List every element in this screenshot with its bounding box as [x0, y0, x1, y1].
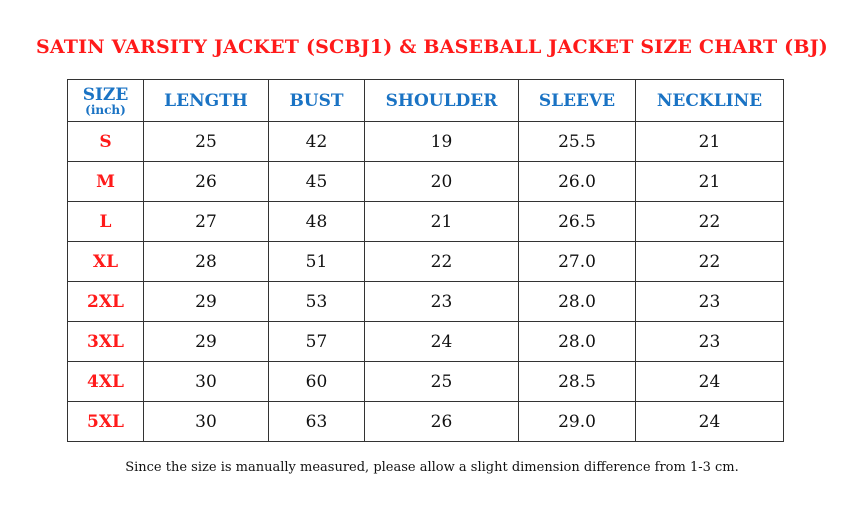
length-cell: 25	[143, 121, 269, 162]
header-length: LENGTH	[143, 79, 269, 122]
shoulder-cell: 22	[364, 241, 519, 282]
shoulder-cell: 19	[364, 121, 519, 162]
sleeve-cell: 29.0	[518, 401, 636, 442]
sleeve-cell: 27.0	[518, 241, 636, 282]
length-cell: 29	[143, 281, 269, 322]
shoulder-cell: 24	[364, 321, 519, 362]
neckline-cell: 22	[635, 201, 784, 242]
shoulder-cell: 21	[364, 201, 519, 242]
shoulder-cell: 25	[364, 361, 519, 402]
header-size: SIZE (inch)	[67, 79, 144, 122]
length-cell: 30	[143, 361, 269, 402]
bust-cell: 45	[268, 161, 365, 202]
bust-cell: 60	[268, 361, 365, 402]
table-row: 5XL 30 63 26 29.0 24	[67, 401, 784, 442]
sleeve-cell: 28.0	[518, 321, 636, 362]
header-bust: BUST	[268, 79, 365, 122]
neckline-cell: 21	[635, 121, 784, 162]
header-sleeve: SLEEVE	[518, 79, 636, 122]
bust-cell: 42	[268, 121, 365, 162]
header-shoulder: SHOULDER	[364, 79, 519, 122]
table-row: 4XL 30 60 25 28.5 24	[67, 361, 784, 402]
bust-cell: 48	[268, 201, 365, 242]
size-cell: L	[67, 201, 144, 242]
shoulder-cell: 20	[364, 161, 519, 202]
neckline-cell: 24	[635, 401, 784, 442]
table-row: 3XL 29 57 24 28.0 23	[67, 321, 784, 362]
sleeve-cell: 28.0	[518, 281, 636, 322]
sleeve-cell: 28.5	[518, 361, 636, 402]
size-cell: 5XL	[67, 401, 144, 442]
length-cell: 30	[143, 401, 269, 442]
shoulder-cell: 26	[364, 401, 519, 442]
neckline-cell: 24	[635, 361, 784, 402]
measurement-note: Since the size is manually measured, ple…	[125, 460, 739, 475]
size-unit-label: (inch)	[85, 102, 126, 117]
sleeve-cell: 25.5	[518, 121, 636, 162]
size-cell: M	[67, 161, 144, 202]
table-row: L 27 48 21 26.5 22	[67, 201, 784, 242]
neckline-cell: 22	[635, 241, 784, 282]
bust-cell: 63	[268, 401, 365, 442]
shoulder-cell: 23	[364, 281, 519, 322]
size-cell: 2XL	[67, 281, 144, 322]
size-cell: XL	[67, 241, 144, 282]
length-cell: 29	[143, 321, 269, 362]
size-cell: S	[67, 121, 144, 162]
neckline-cell: 23	[635, 281, 784, 322]
length-cell: 28	[143, 241, 269, 282]
header-row: SIZE (inch) LENGTH BUST SHOULDER SLEEVE …	[67, 79, 784, 122]
bust-cell: 57	[268, 321, 365, 362]
size-header-label: SIZE	[82, 84, 129, 105]
neckline-cell: 21	[635, 161, 784, 202]
table-row: XL 28 51 22 27.0 22	[67, 241, 784, 282]
sleeve-cell: 26.0	[518, 161, 636, 202]
neckline-cell: 23	[635, 321, 784, 362]
header-neckline: NECKLINE	[635, 79, 784, 122]
chart-title: SATIN VARSITY JACKET (SCBJ1) & BASEBALL …	[35, 36, 828, 58]
size-cell: 3XL	[67, 321, 144, 362]
size-table: SIZE (inch) LENGTH BUST SHOULDER SLEEVE …	[67, 79, 784, 442]
table-row: S 25 42 19 25.5 21	[67, 121, 784, 162]
length-cell: 26	[143, 161, 269, 202]
sleeve-cell: 26.5	[518, 201, 636, 242]
length-cell: 27	[143, 201, 269, 242]
table-row: 2XL 29 53 23 28.0 23	[67, 281, 784, 322]
bust-cell: 53	[268, 281, 365, 322]
size-cell: 4XL	[67, 361, 144, 402]
table-row: M 26 45 20 26.0 21	[67, 161, 784, 202]
bust-cell: 51	[268, 241, 365, 282]
